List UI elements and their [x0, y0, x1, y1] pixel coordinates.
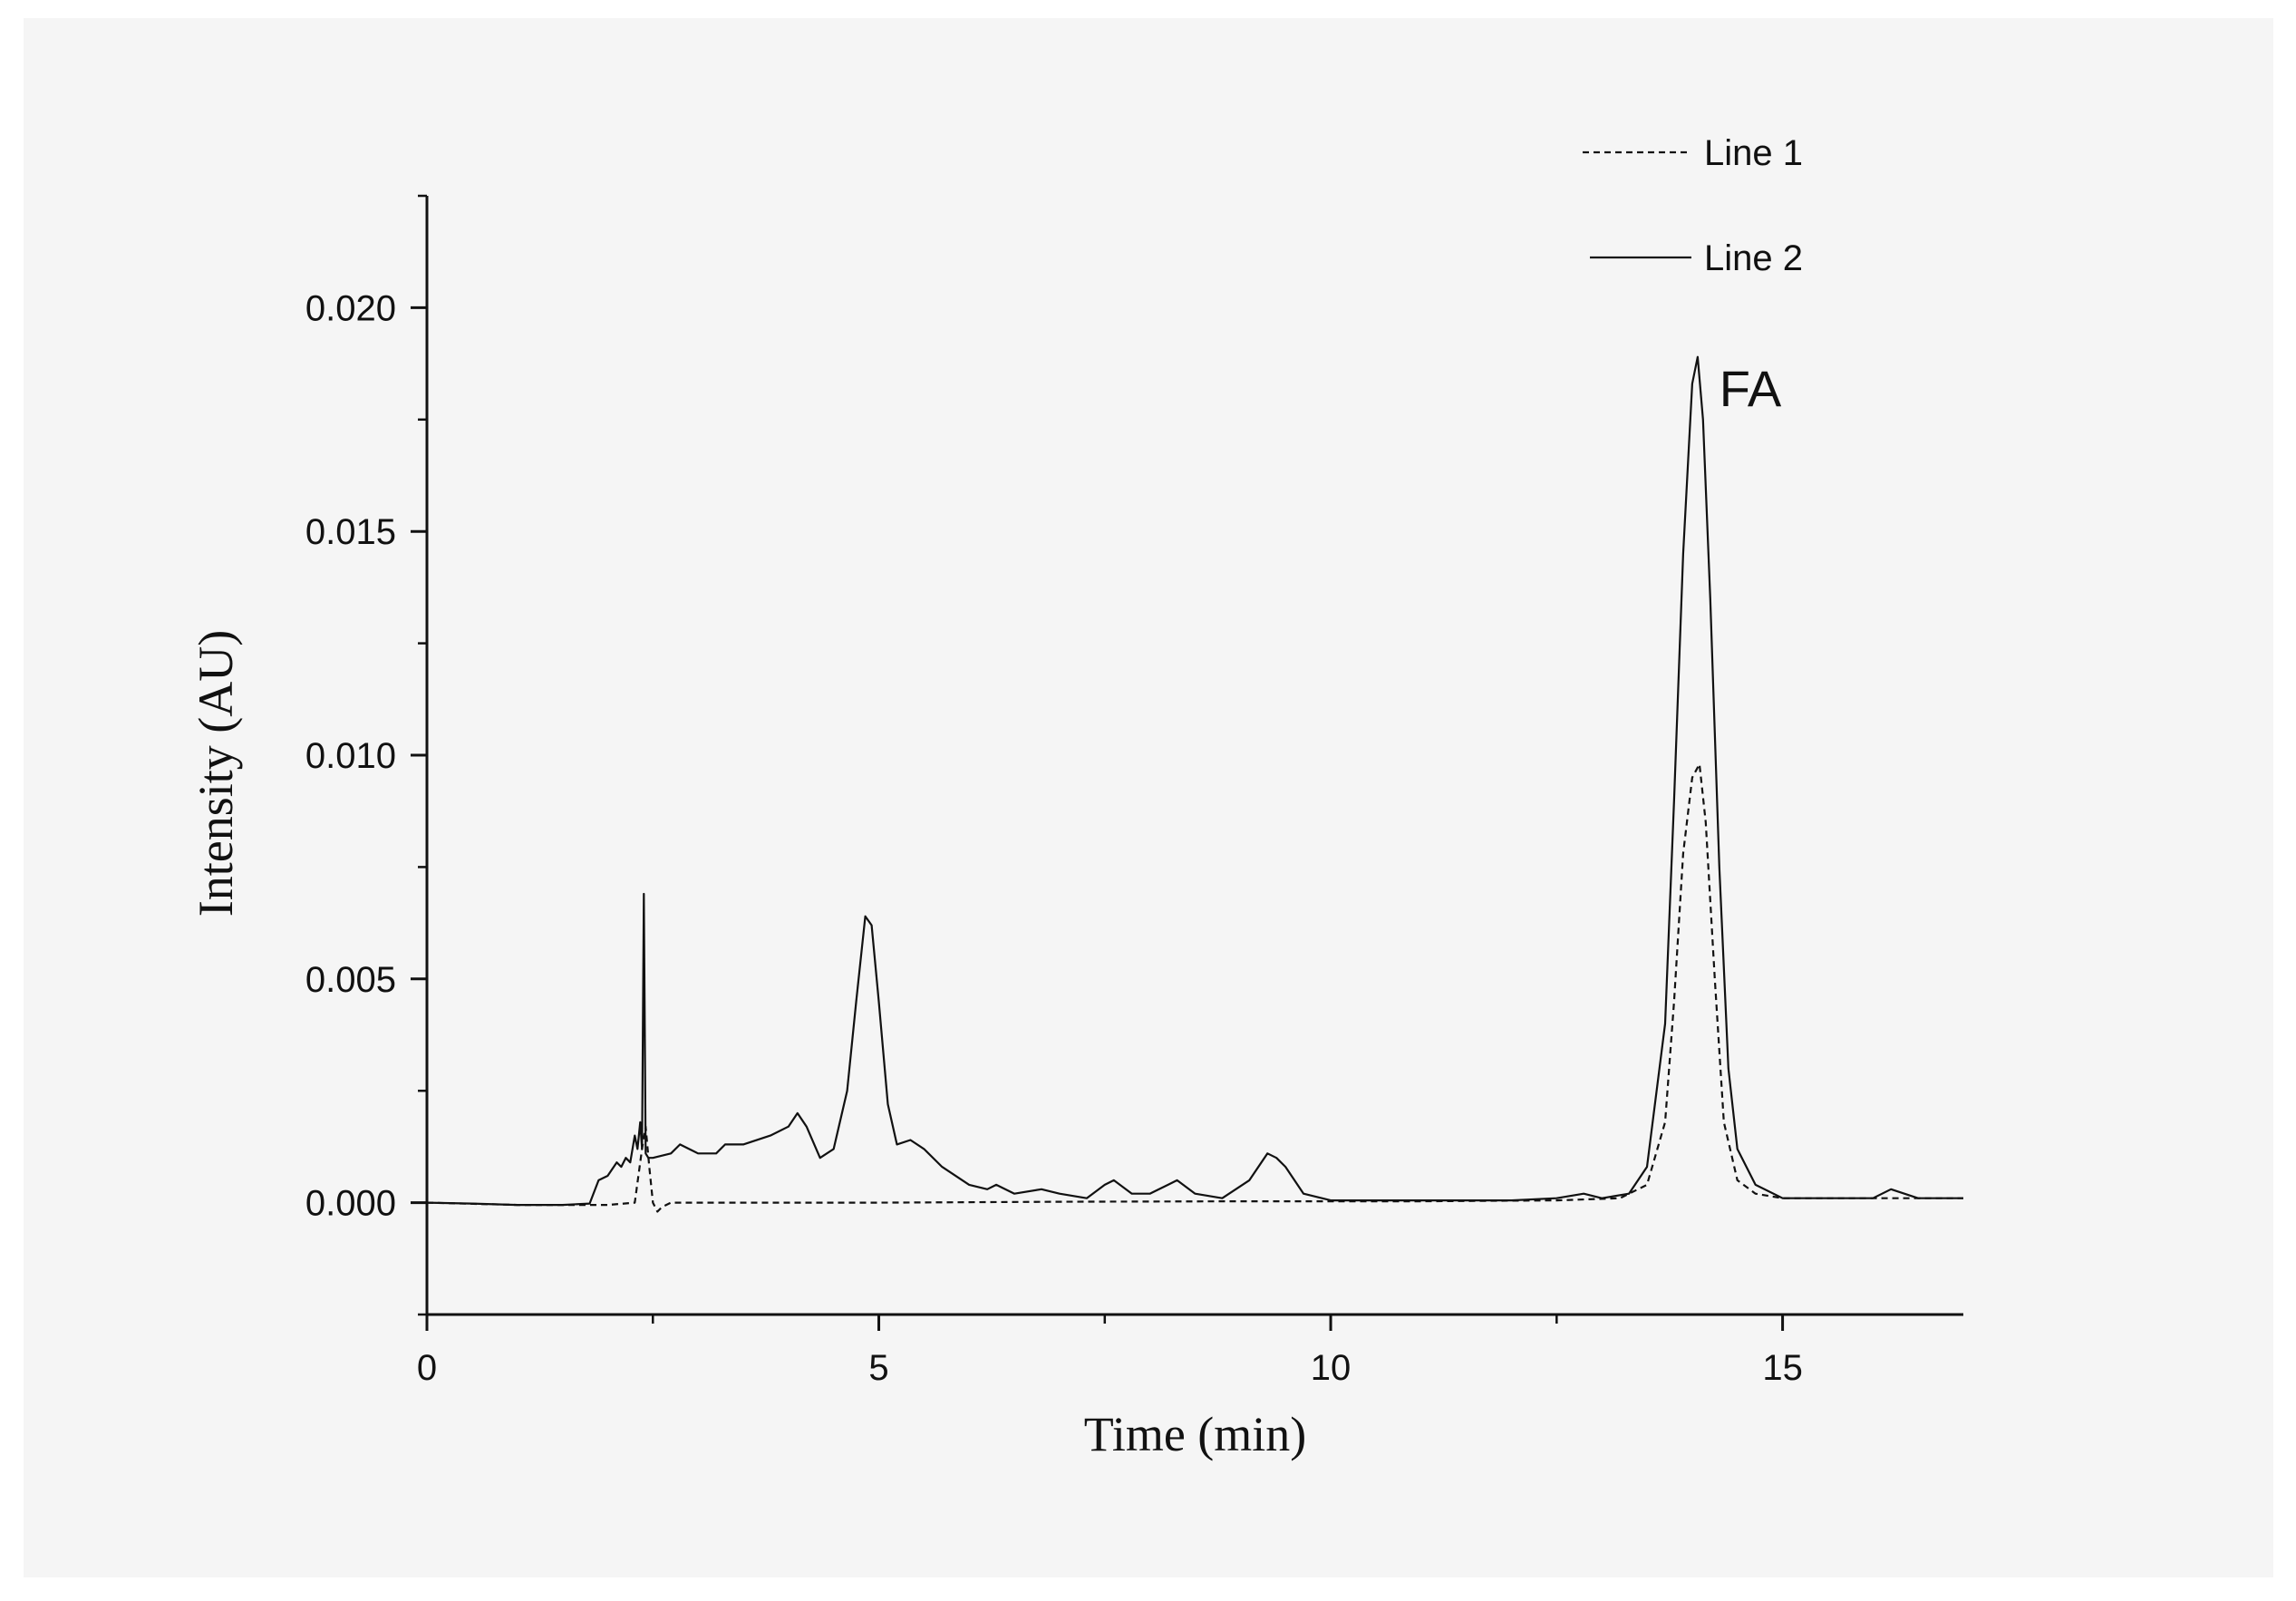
plot-lines	[426, 355, 1963, 1213]
x-tick-label: 5	[868, 1348, 888, 1388]
y-tick-label: 0.000	[305, 1184, 396, 1224]
peak-annotation-fa: FA	[1720, 360, 1782, 417]
x-axis-title: Time (min)	[1084, 1407, 1307, 1461]
labels: Time (min) Intensity (AU) FA	[189, 360, 1782, 1461]
x-tick-label: 0	[417, 1348, 437, 1388]
x-tick-label: 10	[1311, 1348, 1351, 1388]
x-tick-label: 15	[1762, 1348, 1803, 1388]
y-tick-label: 0.015	[305, 512, 396, 552]
y-tick-label: 0.010	[305, 736, 396, 776]
series-line-2	[426, 355, 1963, 1207]
y-tick-label: 0.020	[305, 288, 396, 328]
y-axis-title: Intensity (AU)	[189, 630, 243, 917]
y-tick-label: 0.005	[305, 960, 396, 1000]
legend-label-2: Line 2	[1704, 238, 1803, 278]
axes: 0 5 10 15 0.000 0.005 0.010 0.015 0.020	[305, 194, 1963, 1388]
legend-label-1: Line 1	[1704, 133, 1803, 173]
series-line-1	[426, 762, 1963, 1213]
chart-panel: 0 5 10 15 0.000 0.005 0.010 0.015 0.020 Line 1 Li…	[24, 18, 2273, 1577]
legend: Line 1 Line 2	[1583, 133, 1803, 278]
